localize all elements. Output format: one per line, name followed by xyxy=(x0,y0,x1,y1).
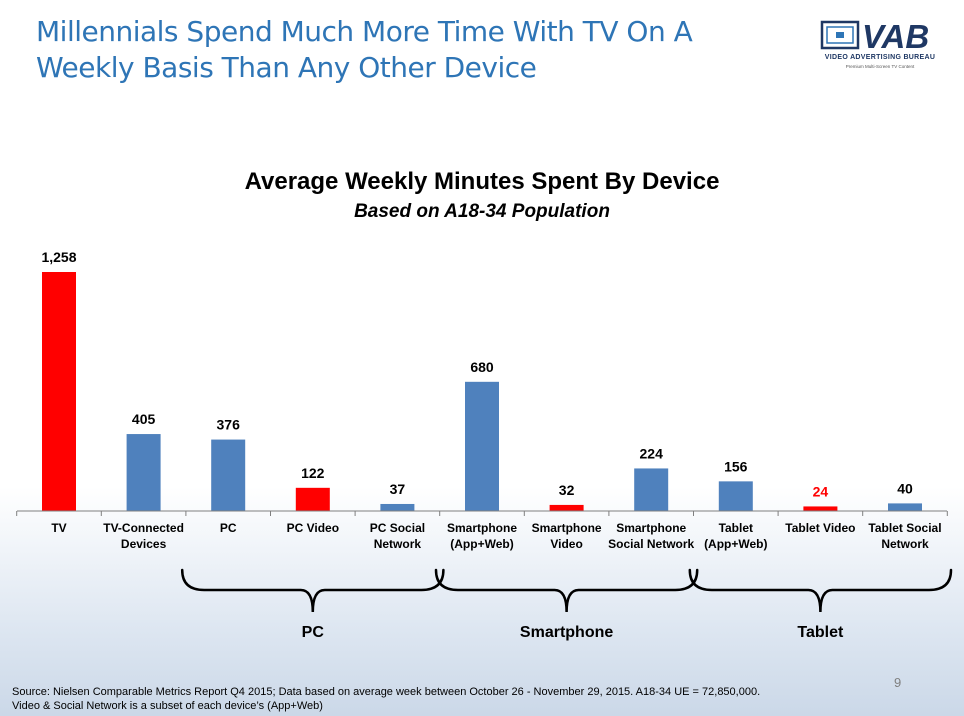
category-label-5-0: Smartphone xyxy=(447,521,517,535)
value-label-10: 40 xyxy=(897,480,913,496)
bar-1 xyxy=(126,434,161,511)
category-label-2-0: PC xyxy=(220,521,237,535)
tv-screen-icon: VAB xyxy=(820,18,929,52)
bar-2 xyxy=(211,439,246,511)
value-label-5: 680 xyxy=(470,359,494,375)
value-label-9: 24 xyxy=(813,483,829,499)
group-label-pc: PC xyxy=(302,624,325,641)
bar-0 xyxy=(42,272,76,511)
value-label-6: 32 xyxy=(559,482,575,498)
value-label-8: 156 xyxy=(724,458,748,474)
logo-mark-text: VAB xyxy=(862,18,929,52)
value-label-2: 376 xyxy=(217,417,241,433)
category-label-10-0: Tablet Social xyxy=(868,521,941,535)
page-number: 9 xyxy=(894,675,902,690)
group-label-tablet: Tablet xyxy=(797,624,844,641)
bar-3 xyxy=(295,487,330,511)
footer: Source: Nielsen Comparable Metrics Repor… xyxy=(12,685,912,713)
category-label-6-1: Video xyxy=(550,537,582,551)
subset-note: Video & Social Network is a subset of ea… xyxy=(12,700,323,712)
category-label-8-1: (App+Web) xyxy=(704,537,767,551)
category-label-1-1: Devices xyxy=(121,537,167,551)
chart-subtitle: Based on A18-34 Population xyxy=(354,201,610,222)
category-label-7-1: Social Network xyxy=(608,537,694,551)
bar-9 xyxy=(803,506,838,511)
value-label-7: 224 xyxy=(640,445,664,461)
category-label-10-1: Network xyxy=(881,537,929,551)
category-label-4-1: Network xyxy=(374,537,422,551)
source-note: Source: Nielsen Comparable Metrics Repor… xyxy=(12,686,761,698)
category-label-1-0: TV-Connected xyxy=(103,521,184,535)
group-label-smartphone: Smartphone xyxy=(520,624,613,641)
vab-logo: VAB VIDEO ADVERTISING BUREAU Premium Mul… xyxy=(818,18,942,84)
value-label-4: 37 xyxy=(390,481,406,497)
bar-5 xyxy=(465,381,499,511)
group-brace-smartphone xyxy=(434,568,699,613)
value-label-1: 405 xyxy=(132,411,156,427)
category-label-6-0: Smartphone xyxy=(532,521,602,535)
group-brace-pc xyxy=(180,568,445,613)
logo-tagline: Premium Multi-Screen TV Content xyxy=(845,64,915,69)
category-label-9-0: Tablet Video xyxy=(785,521,855,535)
slide-title: Millennials Spend Much More Time With TV… xyxy=(36,15,693,84)
value-label-3: 122 xyxy=(301,465,325,481)
category-label-5-1: (App+Web) xyxy=(450,537,513,551)
chart-title: Average Weekly Minutes Spent By Device xyxy=(244,168,720,195)
bar-10 xyxy=(888,503,922,511)
bar-8 xyxy=(718,481,753,511)
category-label-3-0: PC Video xyxy=(287,521,339,535)
logo-name: VIDEO ADVERTISING BUREAU xyxy=(824,54,936,61)
bar-4 xyxy=(380,503,415,511)
category-label-8-0: Tablet xyxy=(719,521,753,535)
bar-7 xyxy=(634,468,669,511)
group-brace-tablet xyxy=(688,568,953,613)
category-label-0-0: TV xyxy=(51,521,66,535)
value-label-0: 1,258 xyxy=(41,249,76,265)
category-label-7-0: Smartphone xyxy=(616,521,686,535)
category-label-4-0: PC Social xyxy=(370,521,425,535)
bar-6 xyxy=(549,504,584,511)
